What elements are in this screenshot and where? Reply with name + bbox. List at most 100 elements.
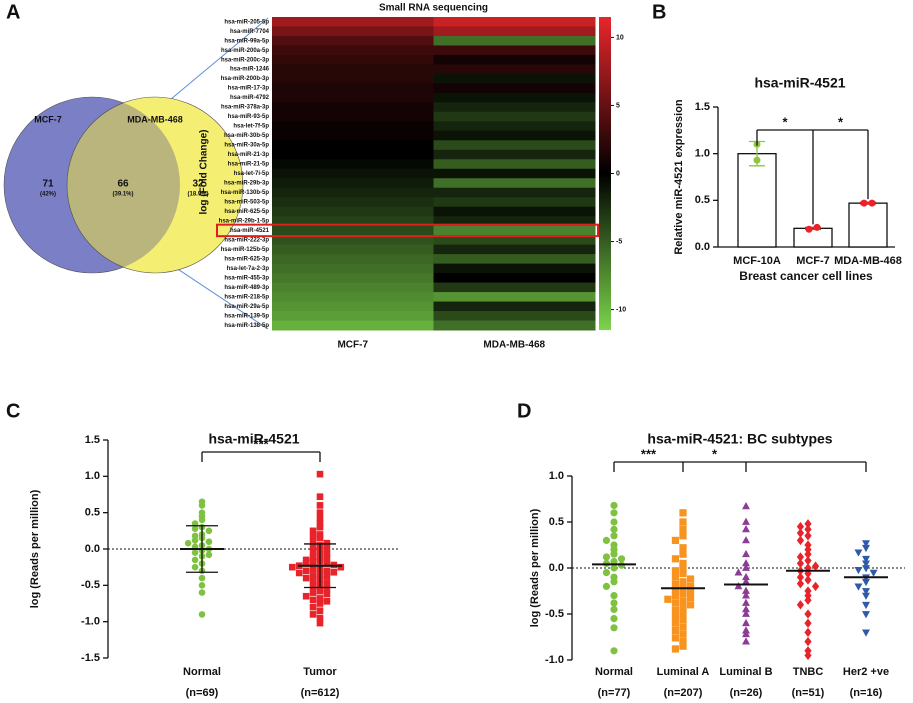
- point: [686, 601, 695, 609]
- point: [323, 585, 331, 593]
- heat-cell: [433, 197, 596, 208]
- point: [288, 563, 296, 571]
- point: [671, 567, 680, 575]
- point: [862, 560, 870, 568]
- row-label: hsa-miR-625-5p: [224, 209, 269, 215]
- row-label: hsa-miR-489-3p: [224, 285, 269, 291]
- heat-cell: [272, 301, 434, 312]
- point: [323, 590, 331, 598]
- point: [602, 582, 611, 591]
- x-tick-label: MCF-10A: [733, 255, 781, 267]
- point: [664, 595, 672, 603]
- significance: *: [782, 114, 788, 129]
- point: [742, 626, 750, 634]
- y-tick-label: 0.0: [85, 543, 100, 555]
- point: [610, 578, 618, 586]
- row-label: hsa-miR-1246: [230, 67, 270, 73]
- point: [205, 551, 213, 559]
- x-tick-label: MDA-MB-468: [483, 340, 545, 351]
- panel-letter: B: [652, 1, 666, 23]
- y-tick-label: 0.0: [549, 562, 564, 574]
- point: [309, 527, 317, 535]
- point: [679, 590, 687, 598]
- percent: (42%): [40, 192, 56, 198]
- point: [734, 568, 743, 576]
- point: [796, 528, 805, 538]
- heat-cell: [433, 311, 596, 322]
- point: [671, 626, 680, 635]
- point: [742, 605, 750, 613]
- heat-cell: [433, 168, 596, 179]
- y-axis-label: log (Fold Change): [199, 130, 210, 215]
- point: [671, 634, 680, 642]
- point: [323, 539, 331, 547]
- point: [742, 517, 750, 525]
- x-tick-label: Normal: [595, 666, 633, 678]
- point: [610, 592, 618, 600]
- point: [323, 560, 331, 567]
- point: [323, 579, 331, 587]
- point: [309, 572, 317, 580]
- point: [610, 501, 618, 510]
- x-tick-label: Tumor: [303, 666, 337, 678]
- y-tick-label: 1.0: [695, 148, 710, 160]
- point: [610, 509, 618, 517]
- point: [742, 577, 750, 585]
- point: [309, 549, 317, 556]
- point: [316, 607, 324, 615]
- point: [309, 566, 317, 573]
- point: [679, 630, 687, 638]
- row-label: hsa-miR-99a-5p: [224, 38, 269, 44]
- point: [198, 611, 206, 618]
- point: [679, 559, 687, 567]
- point: [309, 558, 317, 566]
- heat-cell: [272, 187, 434, 198]
- heat-cell: [272, 17, 434, 27]
- y-axis-label: log (Reads per million): [29, 489, 41, 608]
- point: [309, 544, 317, 551]
- count: 32: [192, 179, 204, 190]
- point: [679, 638, 687, 646]
- point: [742, 563, 750, 571]
- point: [679, 518, 687, 526]
- point: [811, 581, 820, 592]
- point: [796, 552, 805, 562]
- point: [323, 555, 331, 562]
- point: [679, 509, 687, 517]
- bar: [793, 227, 833, 248]
- heat-cell: [433, 254, 596, 265]
- heat-cell: [433, 102, 596, 113]
- point: [198, 574, 206, 582]
- point: [813, 223, 821, 231]
- point: [804, 609, 812, 619]
- heat-cell: [433, 187, 596, 198]
- point: [753, 156, 761, 164]
- point: [742, 559, 750, 567]
- row-label: hsa-miR-4521: [230, 228, 270, 234]
- point: [679, 578, 687, 586]
- point: [610, 624, 618, 632]
- y-tick-label: -0.5: [545, 608, 564, 620]
- point: [742, 618, 750, 627]
- point: [323, 598, 331, 605]
- point: [316, 619, 324, 627]
- point: [862, 555, 870, 564]
- x-tick-label: MCF-7: [796, 255, 830, 267]
- heat-cell: [433, 149, 596, 160]
- point: [671, 573, 680, 581]
- point: [323, 545, 331, 553]
- point: [671, 619, 680, 627]
- point: [686, 575, 695, 583]
- point: [617, 555, 626, 563]
- x-tick-label: Normal: [183, 666, 221, 678]
- point: [804, 575, 812, 585]
- point: [804, 524, 812, 535]
- heat-cell: [272, 83, 434, 94]
- point: [679, 525, 687, 533]
- point: [302, 574, 310, 582]
- point: [191, 525, 199, 532]
- heat-cell: [272, 311, 434, 322]
- highlight-box: [216, 223, 599, 238]
- colorbar: [599, 17, 611, 330]
